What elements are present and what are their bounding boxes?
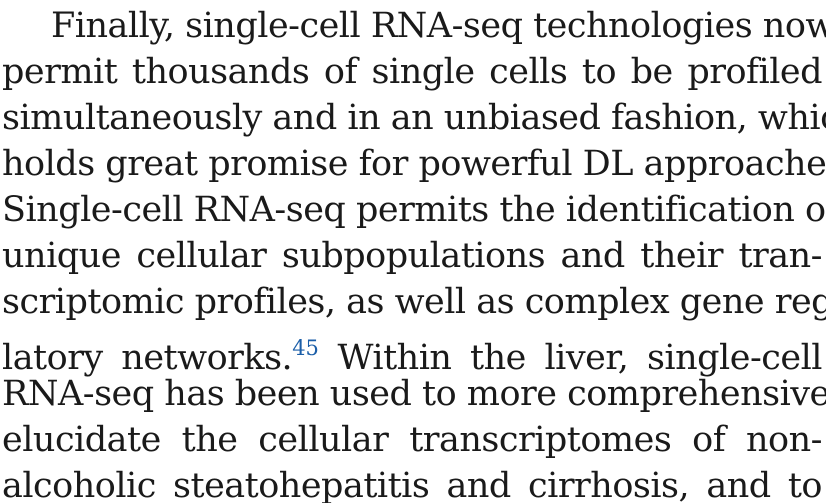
paragraph-line-3: simultaneously and in an unbiased fashio… (2, 98, 826, 138)
paragraph-line-5: Single-cell RNA-seq permits the identifi… (2, 190, 826, 230)
line-8-end: Within the liver, single-cell (337, 338, 823, 378)
paragraph-line-4: holds great promise for powerful DL appr… (2, 144, 826, 184)
paragraph-line-9: RNA-seq has been used to more comprehens… (2, 374, 826, 414)
paragraph-line-11: alcoholic steatohepatitis and cirrhosis,… (2, 466, 823, 503)
line-8-start: latory networks. (2, 338, 293, 378)
paragraph-line-2: permit thousands of single cells to be p… (2, 52, 823, 92)
citation-link[interactable]: 45 (292, 336, 319, 360)
paragraph-line-10: elucidate the cellular transcriptomes of… (2, 420, 823, 460)
paragraph-line-6: unique cellular subpopulations and their… (2, 236, 823, 276)
paragraph-line-1: Finally, single-cell RNA-seq technologie… (51, 6, 826, 46)
paragraph-line-8: latory networks.45 Within the liver, sin… (2, 325, 823, 378)
paragraph-line-7: scriptomic profiles, as well as complex … (2, 282, 826, 322)
